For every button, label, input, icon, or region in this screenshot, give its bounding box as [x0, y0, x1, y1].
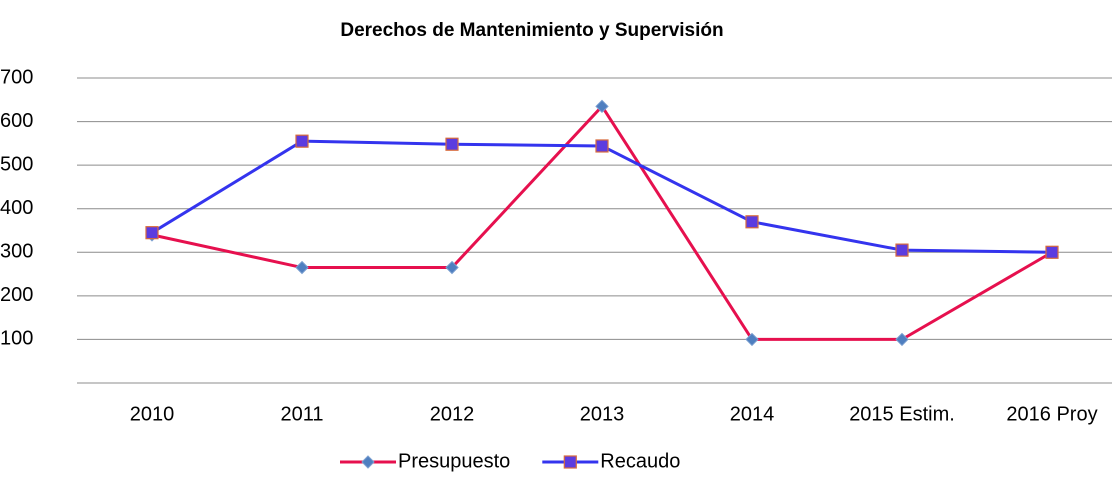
marker — [361, 455, 375, 469]
y-tick-label: 300 — [0, 241, 33, 263]
y-tick-label: 100 — [0, 328, 33, 350]
x-tick-label: 2011 — [280, 403, 323, 425]
marker — [595, 99, 609, 114]
marker — [895, 243, 909, 257]
marker — [445, 137, 459, 151]
marker — [295, 134, 309, 148]
legend-item: Presupuesto — [340, 450, 510, 472]
series-line — [151, 139, 1053, 254]
chart-title: Derechos de Mantenimiento y Supervisión — [340, 20, 723, 41]
y-tick-label: 600 — [0, 110, 33, 132]
x-tick-label: 2016 Proy — [1006, 403, 1097, 425]
marker — [295, 260, 309, 275]
marker — [595, 139, 609, 153]
x-tick-label: 2012 — [430, 403, 475, 425]
legend-label: Presupuesto — [398, 450, 510, 472]
y-tick-label: 200 — [0, 284, 33, 306]
marker — [445, 260, 459, 275]
marker — [145, 226, 159, 240]
x-tick-label: 2010 — [130, 403, 175, 425]
marker — [895, 332, 909, 347]
y-tick-label: 400 — [0, 197, 33, 219]
marker — [745, 215, 759, 229]
x-tick-label: 2014 — [730, 403, 775, 425]
y-tick-label: 700 — [0, 66, 33, 88]
legend-label: Recaudo — [600, 450, 680, 472]
legend-item: Recaudo — [542, 450, 680, 472]
x-tick-label: 2015 Estim. — [849, 403, 955, 425]
y-tick-label: 500 — [0, 153, 33, 175]
marker — [1045, 245, 1059, 259]
marker — [745, 332, 759, 347]
x-tick-label: 2013 — [580, 403, 625, 425]
marker — [563, 455, 577, 469]
